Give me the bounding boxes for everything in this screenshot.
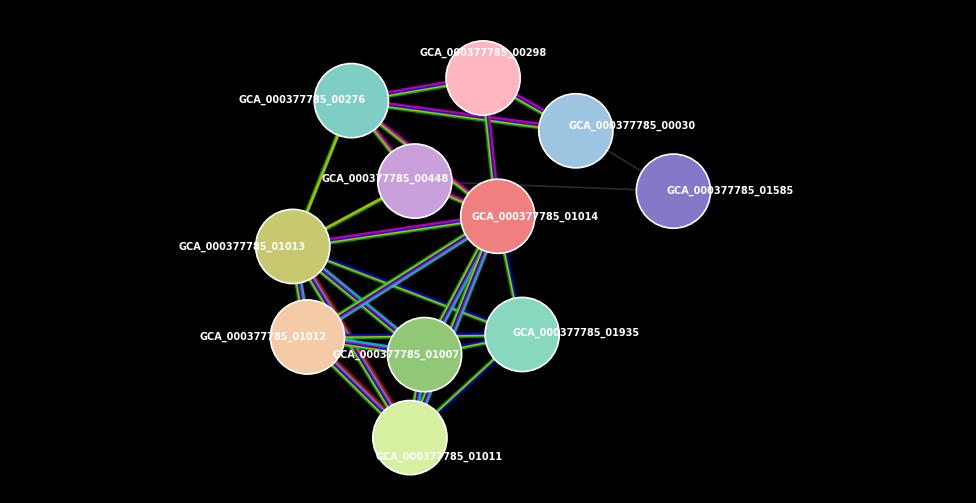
Ellipse shape bbox=[636, 154, 711, 228]
Text: GCA_000377785_01935: GCA_000377785_01935 bbox=[512, 328, 639, 338]
Ellipse shape bbox=[378, 144, 452, 218]
Text: GCA_000377785_00298: GCA_000377785_00298 bbox=[420, 48, 547, 58]
Text: GCA_000377785_01012: GCA_000377785_01012 bbox=[200, 332, 327, 342]
Text: GCA_000377785_00030: GCA_000377785_00030 bbox=[569, 121, 696, 131]
Ellipse shape bbox=[485, 297, 559, 372]
Ellipse shape bbox=[446, 41, 520, 115]
Ellipse shape bbox=[270, 300, 345, 374]
Ellipse shape bbox=[256, 209, 330, 284]
Text: GCA_000377785_01007: GCA_000377785_01007 bbox=[333, 350, 460, 360]
Text: GCA_000377785_01013: GCA_000377785_01013 bbox=[179, 241, 305, 252]
Ellipse shape bbox=[314, 63, 388, 138]
Text: GCA_000377785_01585: GCA_000377785_01585 bbox=[667, 186, 793, 196]
Text: GCA_000377785_01014: GCA_000377785_01014 bbox=[471, 212, 598, 222]
Ellipse shape bbox=[387, 317, 462, 392]
Text: GCA_000377785_00276: GCA_000377785_00276 bbox=[239, 95, 366, 105]
Text: GCA_000377785_00448: GCA_000377785_00448 bbox=[322, 174, 449, 184]
Ellipse shape bbox=[539, 94, 613, 168]
Text: GCA_000377785_01011: GCA_000377785_01011 bbox=[376, 452, 503, 462]
Ellipse shape bbox=[461, 179, 535, 254]
Ellipse shape bbox=[373, 400, 447, 475]
